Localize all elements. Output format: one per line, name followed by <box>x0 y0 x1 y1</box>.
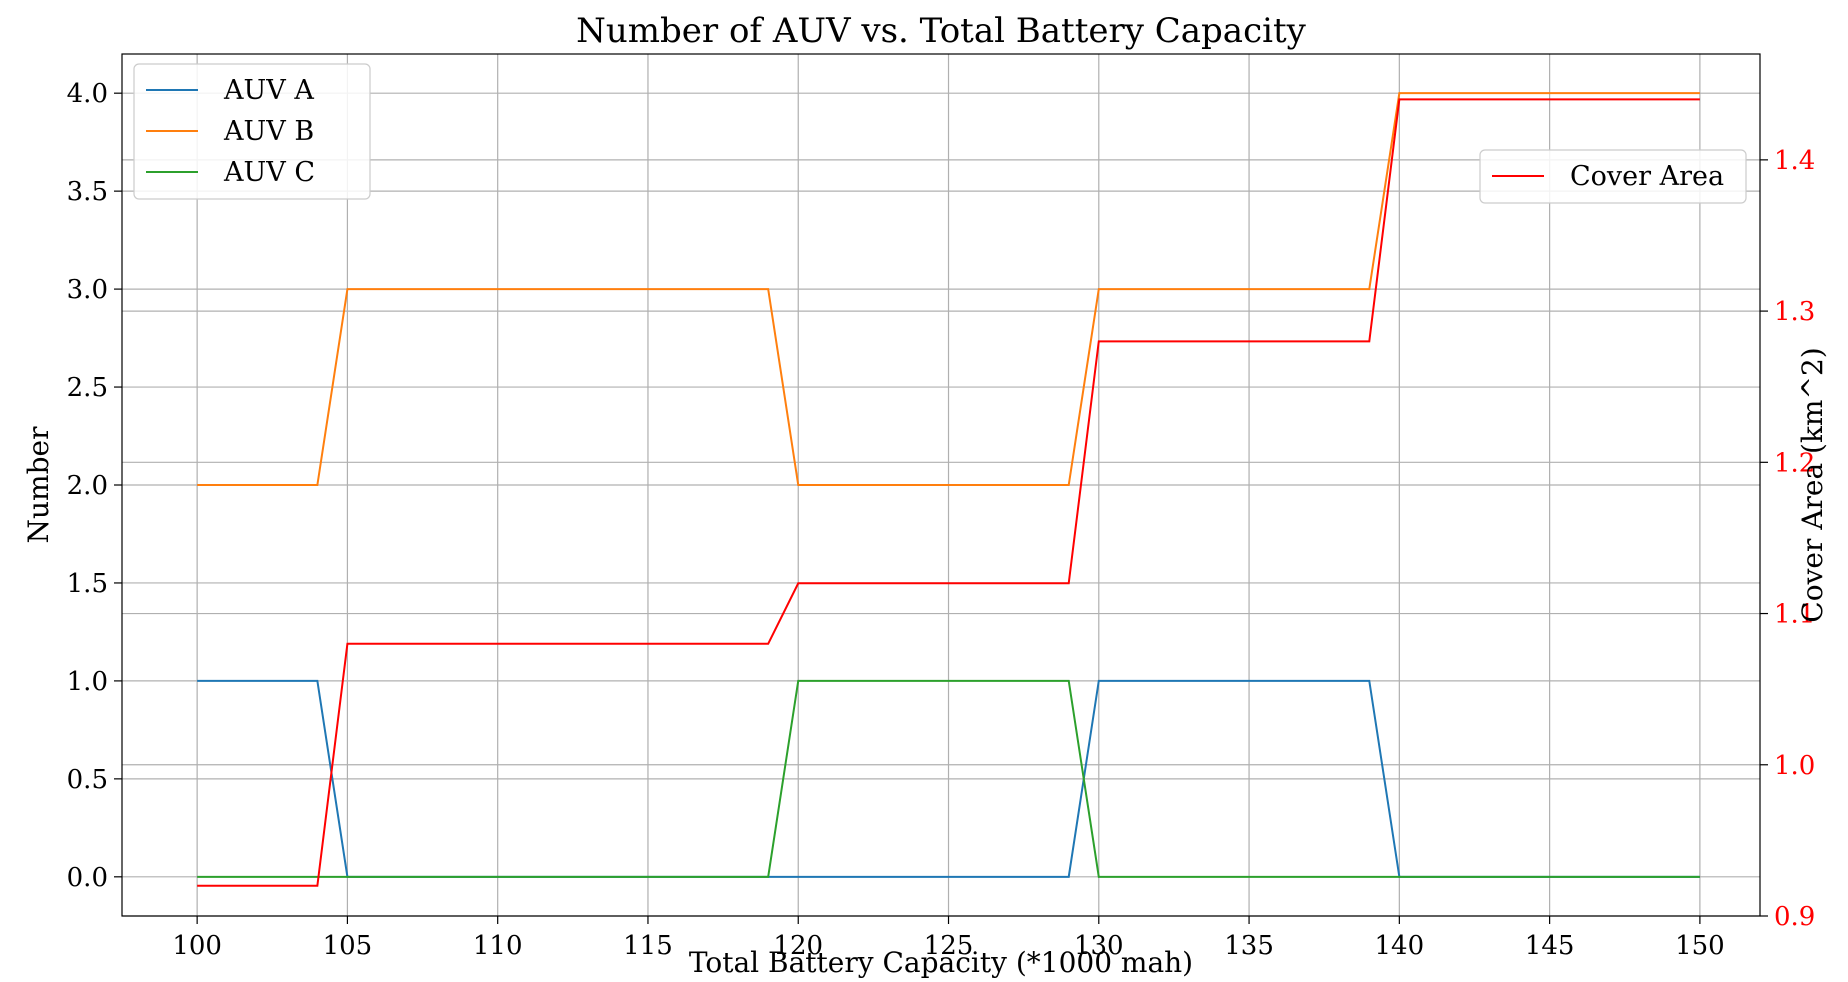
y-tick-label: 0.5 <box>67 765 108 795</box>
series-line-auv-a <box>197 679 1700 878</box>
x-tick-label: 115 <box>623 931 673 961</box>
x-axis-ticks: 100 105 110 115 120 125 130 135 140 145 150 <box>172 916 1725 961</box>
x-axis-title: Total Battery Capacity (*1000 mah) <box>689 946 1193 979</box>
y2-tick-label: 1.1 <box>1774 600 1815 630</box>
x-tick-label: 110 <box>473 931 523 961</box>
x-tick-label: 140 <box>1375 931 1425 961</box>
y-tick-label: 3.0 <box>67 275 108 305</box>
y2-tick-label: 1.3 <box>1774 297 1815 327</box>
legend-label: AUV A <box>223 75 314 106</box>
y2-tick-label: 0.9 <box>1774 902 1815 932</box>
legend-left: AUV A AUV B AUV C <box>133 63 371 200</box>
y2-tick-label: 1.4 <box>1774 146 1815 176</box>
x-tick-label: 135 <box>1224 931 1274 961</box>
x-tick-label: 130 <box>1074 931 1124 961</box>
series-line-cover-area <box>197 98 1700 887</box>
y2-axis-ticks: 0.9 1.0 1.1 1.2 1.3 1.4 <box>1760 146 1815 932</box>
legend-box <box>133 63 371 200</box>
y-tick-label: 1.5 <box>67 569 108 599</box>
chart-title: Number of AUV vs. Total Battery Capacity <box>576 11 1307 51</box>
legend-label: AUV C <box>223 157 315 188</box>
legend-label: AUV B <box>223 116 314 147</box>
legend-label: Cover Area <box>1570 161 1724 192</box>
x-tick-label: 150 <box>1675 931 1725 961</box>
x-tick-label: 120 <box>773 931 823 961</box>
y2-tick-label: 1.0 <box>1774 751 1815 781</box>
y-tick-label: 1.0 <box>67 667 108 697</box>
y-tick-label: 0.0 <box>67 863 108 893</box>
x-tick-label: 105 <box>323 931 373 961</box>
y-axis-title: Number <box>22 426 55 544</box>
legend-box <box>1479 149 1747 204</box>
legend-right: Cover Area <box>1479 149 1747 204</box>
series-line-auv-b <box>197 92 1700 486</box>
y-tick-label: 3.5 <box>67 177 108 207</box>
y2-axis-title: Cover Area (km^2) <box>1796 347 1829 622</box>
x-tick-label: 145 <box>1525 931 1575 961</box>
series-line-auv-c <box>197 679 1700 878</box>
y-axis-ticks: 0.0 0.5 1.0 1.5 2.0 2.5 3.0 3.5 4.0 <box>67 79 122 893</box>
series-lines <box>197 92 1700 887</box>
x-tick-label: 100 <box>172 931 222 961</box>
y-tick-label: 2.0 <box>67 471 108 501</box>
y-tick-label: 2.5 <box>67 373 108 403</box>
y-tick-label: 4.0 <box>67 79 108 109</box>
x-tick-label: 125 <box>924 931 974 961</box>
y2-gridlines <box>122 159 1760 917</box>
y2-tick-label: 1.2 <box>1774 448 1815 478</box>
